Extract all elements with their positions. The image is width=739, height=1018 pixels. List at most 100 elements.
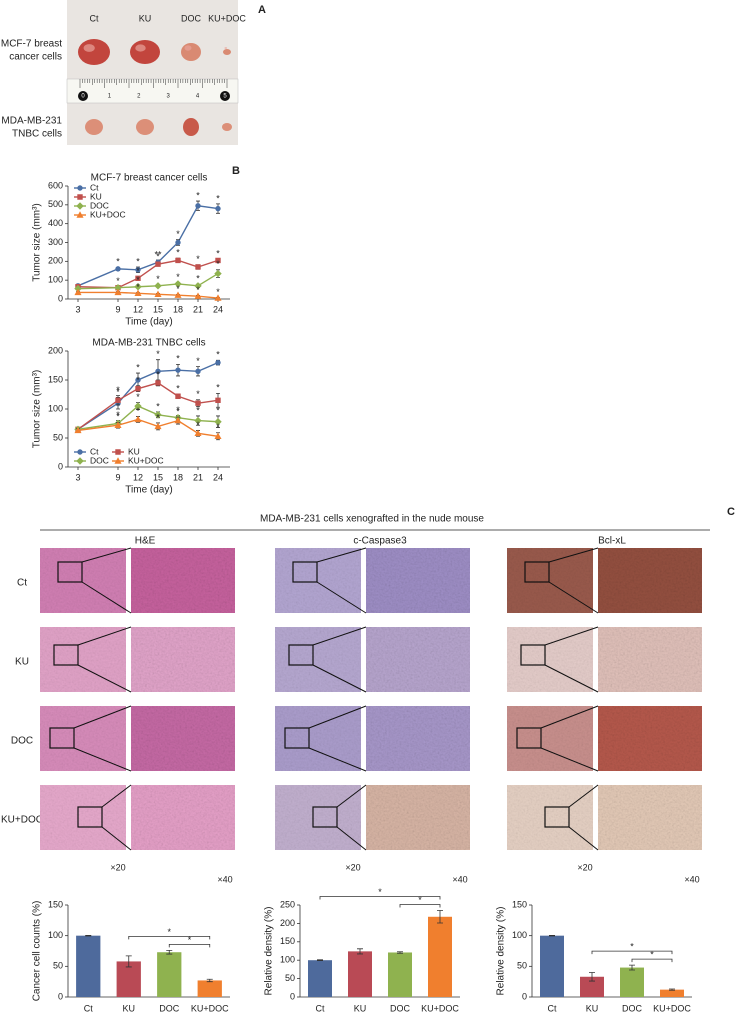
y-tick-label: 0 bbox=[290, 991, 295, 1001]
y-tick-label: 50 bbox=[53, 961, 63, 971]
y-tick-label: 200 bbox=[48, 345, 63, 355]
point bbox=[154, 290, 162, 297]
point bbox=[195, 264, 201, 270]
x-tick-label: DOC bbox=[159, 1003, 180, 1013]
significance: * bbox=[650, 949, 654, 959]
significance: * bbox=[156, 274, 160, 284]
ruler-label: 3 bbox=[167, 94, 171, 100]
chart-title: MCF-7 breast cancer cells bbox=[91, 173, 208, 184]
point bbox=[74, 426, 82, 434]
micrograph-texture bbox=[131, 627, 235, 692]
zoom-line bbox=[312, 664, 367, 693]
significance: * bbox=[216, 405, 220, 415]
y-tick-label: 150 bbox=[48, 899, 63, 909]
tumor-highlight bbox=[184, 45, 192, 51]
zoom-box bbox=[292, 561, 318, 583]
point bbox=[214, 294, 222, 301]
zoom-line bbox=[540, 705, 599, 729]
magnification: ×40 bbox=[452, 874, 467, 884]
ruler-label: 5 bbox=[223, 94, 227, 100]
zoom-line bbox=[312, 626, 367, 646]
x-tick-label: KU+DOC bbox=[653, 1003, 691, 1013]
error-bar bbox=[166, 949, 173, 955]
legend-marker bbox=[76, 211, 84, 218]
micrograph-texture bbox=[366, 785, 470, 850]
significance: * bbox=[216, 287, 220, 297]
point bbox=[135, 267, 141, 273]
point bbox=[194, 292, 202, 299]
x-tick-label: 3 bbox=[75, 472, 80, 482]
zoom-line bbox=[308, 747, 367, 772]
micrograph-texture bbox=[507, 627, 593, 692]
error-bar bbox=[629, 964, 635, 971]
zoom-box bbox=[288, 644, 314, 666]
point bbox=[214, 269, 222, 278]
significance-bracket bbox=[168, 943, 211, 948]
zoom-line bbox=[540, 747, 599, 772]
point bbox=[214, 432, 222, 439]
legend-marker bbox=[115, 449, 121, 455]
micrograph-texture bbox=[507, 785, 593, 850]
y-axis-label: Cancer cell counts (%) bbox=[32, 901, 43, 1002]
error-bar bbox=[437, 910, 443, 924]
y-tick-label: 0 bbox=[58, 991, 63, 1001]
row-label: KU bbox=[15, 657, 29, 668]
legend-label: Ct bbox=[90, 446, 99, 456]
significance: * bbox=[378, 887, 382, 897]
bar bbox=[388, 952, 412, 997]
point bbox=[154, 282, 162, 290]
legend-label: KU+DOC bbox=[128, 455, 164, 465]
row-label: MDA-MB-231 bbox=[1, 116, 62, 127]
column-label: KU bbox=[139, 13, 152, 23]
zoom-line bbox=[544, 664, 599, 693]
tumor-highlight bbox=[83, 44, 95, 52]
significance: * bbox=[136, 362, 140, 372]
micrograph-texture bbox=[131, 548, 235, 613]
micrograph-texture bbox=[275, 785, 361, 850]
significance: * bbox=[196, 190, 200, 200]
ruler-label: 4 bbox=[196, 94, 200, 100]
zoom-line bbox=[316, 581, 367, 614]
significance: * bbox=[630, 941, 634, 951]
significance-bracket bbox=[631, 958, 673, 963]
x-tick-label: 21 bbox=[193, 472, 203, 482]
y-tick-label: 100 bbox=[48, 275, 63, 285]
bar bbox=[197, 980, 222, 997]
micrograph-texture bbox=[507, 706, 593, 771]
micrograph-texture bbox=[366, 548, 470, 613]
significance: * bbox=[176, 354, 180, 364]
zoom-line bbox=[81, 547, 132, 563]
tumor bbox=[136, 119, 154, 135]
point bbox=[215, 359, 221, 366]
zoom-line bbox=[101, 784, 132, 808]
y-tick-label: 400 bbox=[48, 218, 63, 228]
row-label: TNBC cells bbox=[12, 129, 62, 140]
chart-title: MDA-MB-231 TNBC cells bbox=[92, 338, 205, 349]
significance: * bbox=[116, 410, 120, 420]
point bbox=[175, 393, 181, 399]
x-axis-label: Time (day) bbox=[125, 485, 172, 496]
y-tick-label: 150 bbox=[280, 936, 295, 946]
x-tick-label: 12 bbox=[133, 472, 143, 482]
x-tick-label: 24 bbox=[213, 472, 223, 482]
x-tick-label: KU bbox=[354, 1003, 367, 1013]
y-tick-label: 600 bbox=[48, 180, 63, 190]
y-tick-label: 0 bbox=[58, 293, 63, 303]
tumor bbox=[85, 119, 103, 135]
x-tick-label: Ct bbox=[84, 1003, 93, 1013]
y-axis-label: Relative density (%) bbox=[264, 907, 275, 996]
row-label: MCF-7 breast bbox=[1, 39, 62, 50]
y-tick-label: 100 bbox=[48, 403, 63, 413]
point bbox=[194, 416, 202, 425]
bar bbox=[116, 961, 141, 997]
y-tick-label: 50 bbox=[285, 973, 295, 983]
zoom-box bbox=[524, 561, 550, 583]
point bbox=[174, 291, 182, 298]
point bbox=[115, 397, 121, 403]
x-tick-label: 3 bbox=[75, 304, 80, 314]
zoom-line bbox=[336, 826, 367, 851]
zoom-box bbox=[49, 727, 75, 749]
zoom-box bbox=[53, 644, 79, 666]
point bbox=[215, 205, 221, 212]
x-tick-label: Ct bbox=[548, 1003, 557, 1013]
